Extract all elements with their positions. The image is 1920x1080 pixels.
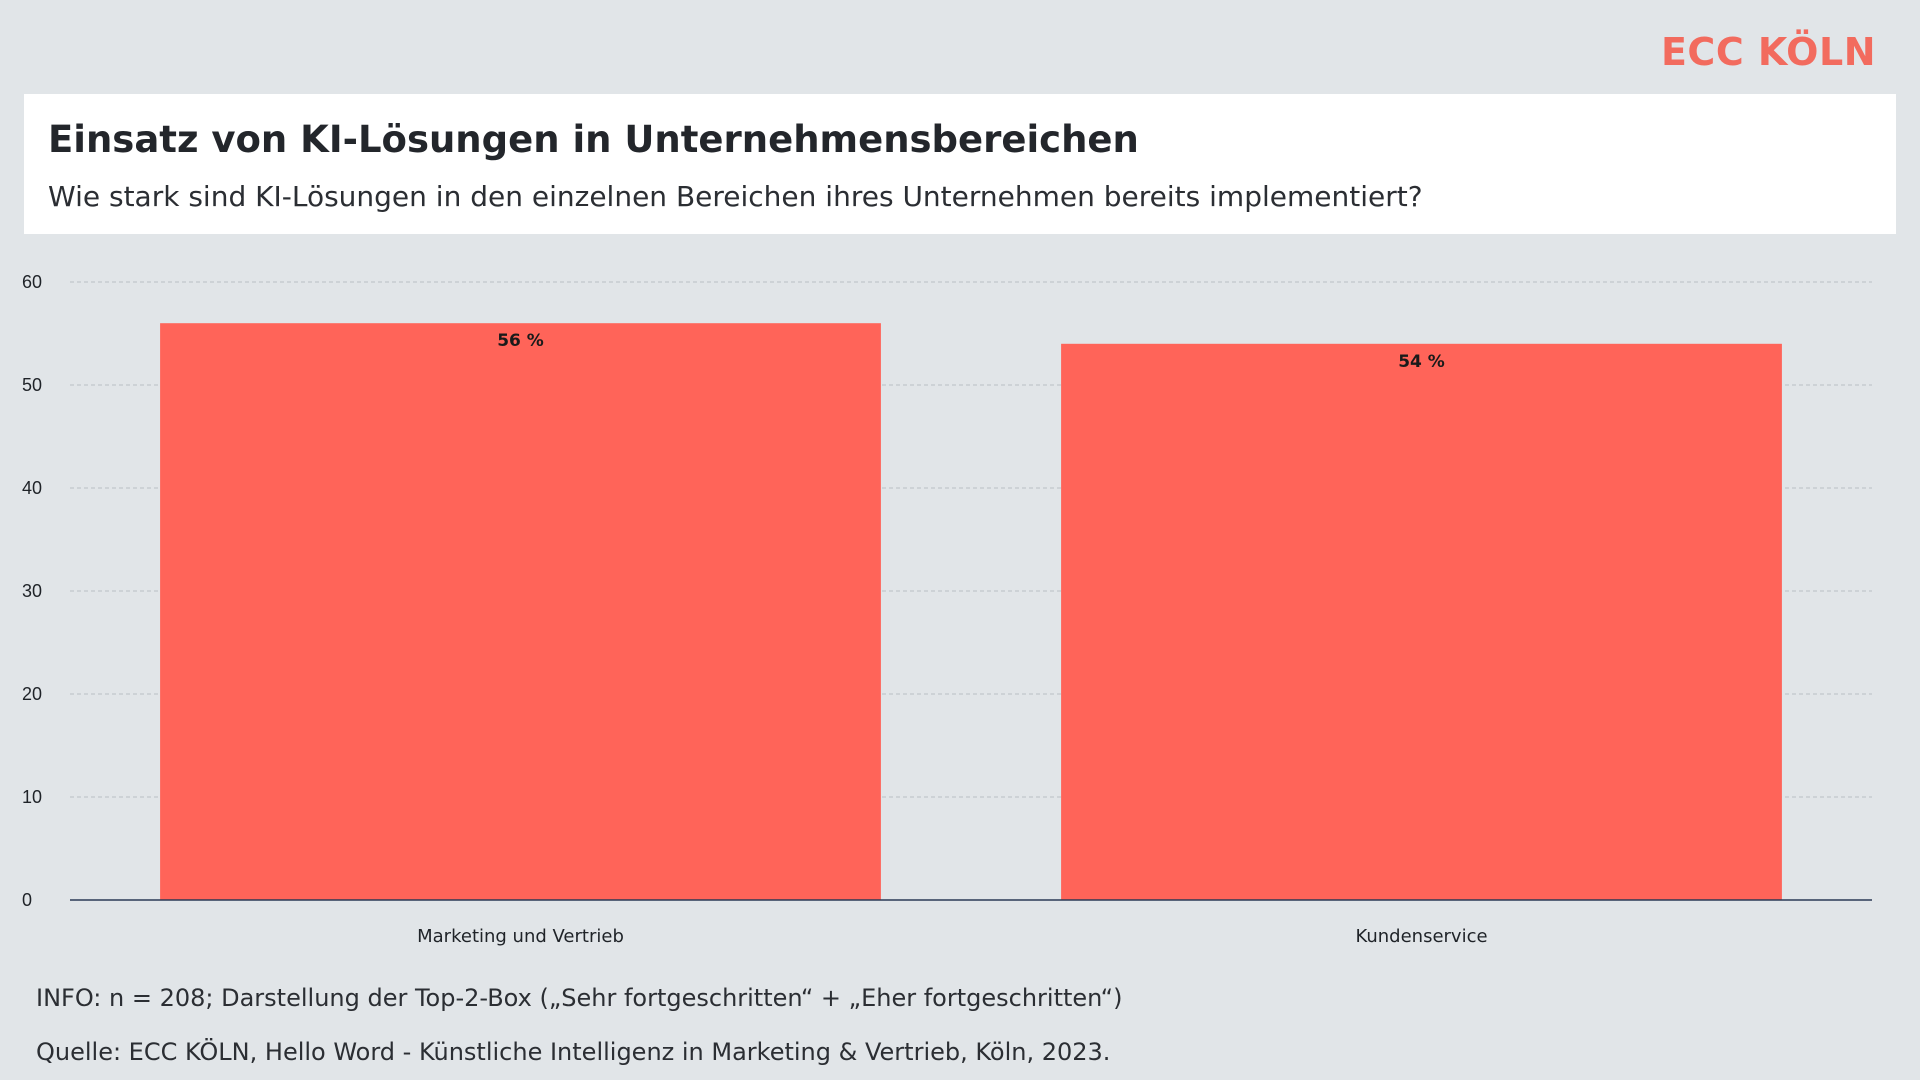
x-axis-labels: Marketing und Vertrieb Kundenservice [417,926,1487,947]
bar-value-label: 56 % [497,331,544,351]
y-axis-ticks: 0 10 20 30 40 50 60 [22,272,42,910]
y-tick-label: 10 [22,787,42,807]
x-category-label: Kundenservice [1355,926,1487,947]
bar-value-label: 54 % [1398,352,1445,372]
chart-header-card: Einsatz von KI-Lösungen in Unternehmensb… [24,94,1896,234]
ecc-koeln-logo: ECC KÖLN [1660,30,1876,74]
y-tick-label: 20 [22,684,42,704]
y-tick-label: 60 [22,272,42,292]
bar-chart: 0 10 20 30 40 50 60 56 % 54 % Marketing und Ver… [22,272,1872,947]
chart-subtitle: Wie stark sind KI-Lösungen in den einzel… [48,180,1423,213]
y-tick-label: 50 [22,375,42,395]
value-labels: 56 % 54 % [497,331,1445,372]
bars [160,323,1782,900]
chart-title: Einsatz von KI-Lösungen in Unternehmensb… [48,118,1139,161]
y-tick-label: 0 [22,890,32,910]
y-tick-label: 30 [22,581,42,601]
y-tick-label: 40 [22,478,42,498]
bar-2 [1061,343,1782,900]
source-note: Quelle: ECC KÖLN, Hello Word - Künstlich… [36,1038,1111,1066]
x-category-label: Marketing und Vertrieb [417,926,624,947]
bar-1 [160,323,881,900]
info-note: INFO: n = 208; Darstellung der Top-2-Box… [36,984,1123,1012]
